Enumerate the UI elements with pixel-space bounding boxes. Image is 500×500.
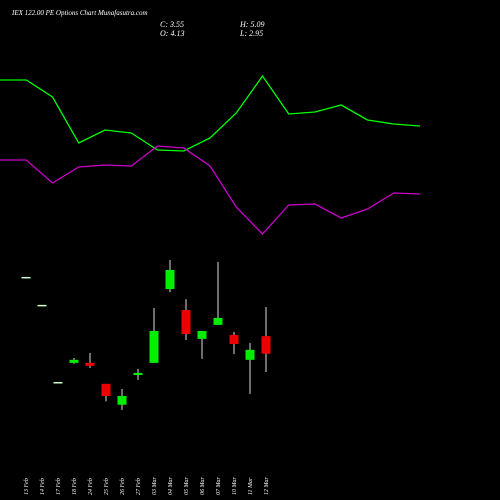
x-tick-label: 12 Mar: [264, 477, 270, 495]
candle-body: [117, 395, 127, 405]
candle-body: [213, 317, 223, 325]
x-tick-label: 07 Mar: [216, 477, 222, 495]
line-series: [0, 74, 421, 152]
x-tick-label: 18 Feb: [72, 478, 78, 495]
candle-body: [149, 330, 159, 363]
x-tick-label: 05 Mar: [184, 477, 190, 495]
open-label: O: 4.13: [160, 29, 184, 38]
line-series: [0, 145, 421, 235]
candle-body: [245, 349, 255, 360]
high-label: H: 5.09: [239, 20, 264, 29]
candle-body: [197, 330, 207, 339]
candle-body: [69, 359, 79, 363]
candle-body: [261, 336, 271, 354]
candle-body: [101, 383, 111, 396]
low-label: L: 2.95: [239, 29, 263, 38]
x-tick-label: 03 Mar: [152, 477, 158, 495]
x-tick-label: 14 Feb: [39, 478, 46, 495]
candle-body: [37, 304, 47, 307]
candle-body: [165, 269, 175, 290]
x-tick-label: 24 Feb: [87, 478, 94, 495]
candle-body: [21, 276, 31, 279]
x-tick-label: 27 Feb: [136, 478, 142, 495]
candle-body: [133, 372, 143, 376]
candle-body: [181, 310, 191, 335]
chart-title: IEX 122.00 PE Options Chart Munafasutra.…: [11, 9, 148, 17]
candle-body: [229, 334, 239, 345]
x-tick-label: 04 Mar: [167, 477, 174, 495]
x-tick-label: 06 Mar: [200, 477, 206, 495]
x-tick-label: 13 Feb: [24, 478, 30, 495]
x-tick-label: 26 Feb: [120, 478, 126, 495]
x-tick-label: 10 Mar: [232, 477, 238, 495]
close-label: C: 3.55: [160, 20, 184, 29]
x-tick-label: 17 Feb: [56, 478, 62, 495]
candle-body: [85, 362, 95, 366]
x-tick-label: 25 Feb: [104, 478, 110, 495]
x-tick-label: 11 Mar: [248, 477, 254, 495]
candle-body: [53, 381, 63, 384]
